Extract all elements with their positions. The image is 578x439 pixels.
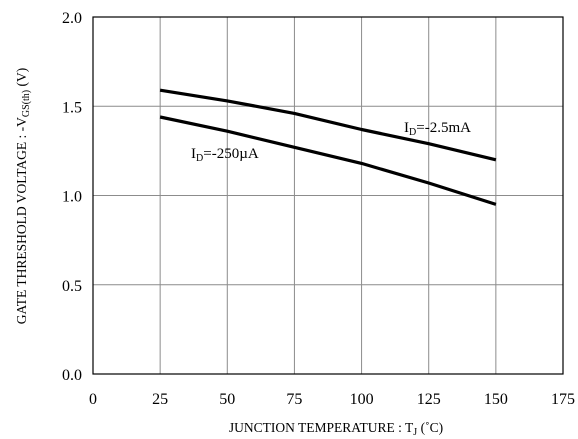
series-line-2 [159,115,497,206]
y-axis-title: GATE THRESHOLD VOLTAGE : -VGS(th) (V) [14,68,32,325]
y-tick-label: 1.0 [62,189,82,206]
x-tick-label: 125 [417,391,441,408]
y-tick-label: 2.0 [62,10,82,27]
plot-frame [92,16,564,375]
x-tick-label: 50 [219,391,235,408]
x-axis-title: JUNCTION TEMPERATURE : TJ (˚C) [229,420,443,438]
series-lines [159,88,497,206]
y-tick-labels: 0.0 0.5 1.0 1.5 2.0 [62,10,82,384]
x-tick-label: 100 [350,391,374,408]
y-tick-label: 0.0 [62,367,82,384]
x-tick-label: 25 [152,391,168,408]
y-tick-label: 0.5 [62,278,82,295]
x-tick-label: 150 [484,391,508,408]
x-tick-labels: 0 25 50 75 100 125 150 175 [89,391,575,408]
grid [93,17,563,374]
y-tick-label: 1.5 [62,99,82,116]
series-line-1 [159,88,497,162]
x-tick-label: 75 [286,391,302,408]
series-label-250ua: ID=-250µA [191,146,259,164]
x-tick-label: 175 [551,391,575,408]
series-label-2-5ma: ID=-2.5mA [404,120,471,138]
x-tick-label: 0 [89,391,97,408]
